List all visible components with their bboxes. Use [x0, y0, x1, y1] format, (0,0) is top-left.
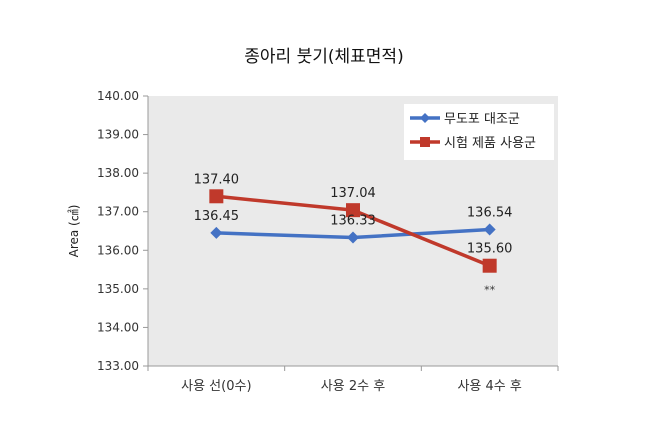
chart-title: 종아리 붓기(체표면적): [244, 47, 403, 67]
data-label: 136.33: [330, 214, 376, 229]
series-layer: [209, 189, 497, 273]
data-label: 136.45: [194, 209, 240, 224]
data-point: [347, 231, 359, 244]
data-point: [482, 258, 497, 273]
data-label: 135.60: [467, 242, 513, 257]
data-label: 137.40: [194, 172, 240, 187]
y-tick-label: 137.00: [97, 205, 139, 219]
y-tick-label: 140.00: [97, 89, 139, 103]
legend-box: [404, 104, 554, 160]
x-category-label: 사용 2수 후: [321, 379, 385, 394]
legend-label: 무도포 대조군: [444, 112, 520, 127]
data-point: [210, 226, 223, 239]
data-point: [346, 203, 360, 218]
x-category-label: 사용 선(0수): [181, 379, 251, 394]
significance-annotation: **: [484, 284, 496, 297]
data-point: [209, 189, 224, 204]
y-tick-label: 136.00: [97, 243, 139, 257]
y-tick-label: 134.00: [97, 320, 139, 334]
data-label: 136.54: [467, 205, 513, 220]
x-axis: 사용 선(0수) 사용 2수 후 사용 4수 후: [147, 365, 559, 394]
y-tick-label: 133.00: [97, 359, 139, 373]
x-category-label: 사용 4수 후: [457, 379, 521, 394]
legend-marker: [420, 137, 430, 147]
y-axis: 133.00 134.00 135.00 136.00 137.00 138.00 139.…: [97, 89, 149, 373]
data-labels: 136.45 136.33 136.54 137.40 137.04 135.60 **: [194, 172, 513, 296]
y-tick-label: 138.00: [97, 166, 139, 180]
y-tick-label: 135.00: [97, 282, 139, 296]
data-label: 137.04: [330, 186, 376, 201]
legend-label: 시험 제품 사용군: [444, 136, 536, 151]
data-point: [483, 223, 496, 236]
y-tick-label: 139.00: [97, 128, 139, 142]
y-axis-label: Area (㎠): [67, 205, 81, 258]
legend-marker: [420, 113, 430, 123]
